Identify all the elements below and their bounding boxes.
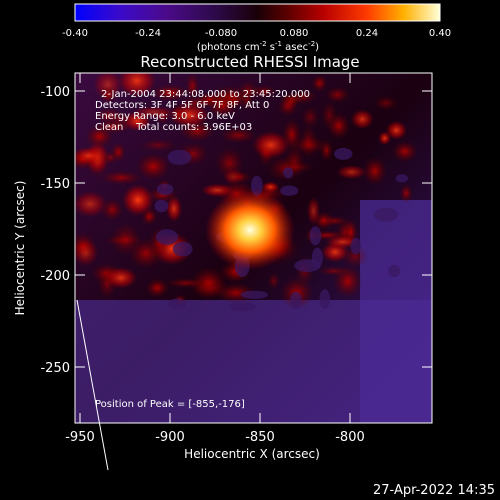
- x-tick-label: -800: [335, 430, 365, 445]
- unit-part: (photons cm: [197, 42, 260, 53]
- colorbar-tick-label: 0.080: [280, 28, 309, 39]
- unit-part: s: [267, 42, 275, 53]
- y-tick-label: -100: [40, 85, 70, 100]
- y-axis-label: Heliocentric Y (arcsec): [13, 181, 27, 316]
- x-axis-label: Heliocentric X (arcsec): [184, 447, 320, 461]
- info-energy-range: Energy Range: 3.0 - 6.0 keV: [95, 111, 235, 122]
- unit-part: asec: [282, 42, 308, 53]
- info-time-range: 2-Jan-2004 23:44:08.000 to 23:45:20.000: [101, 89, 310, 100]
- colorbar-tick-label: -0.24: [135, 28, 161, 39]
- colorbar-tick-label: 0.24: [356, 28, 378, 39]
- peak-position-label: Position of Peak = [-855,-176]: [95, 399, 245, 410]
- y-axis: [75, 90, 432, 368]
- y-tick-label: -150: [40, 177, 70, 192]
- info-clean-counts: Clean Total counts: 3.96E+03: [95, 122, 252, 133]
- colorbar: -0.40 -0.24 -0.080 0.080 0.24 0.40 (phot…: [62, 3, 451, 53]
- unit-exp: -2: [308, 40, 315, 48]
- unit-exp: -2: [260, 40, 267, 48]
- plot-frame: [74, 72, 433, 424]
- x-tick-label: -850: [245, 430, 275, 445]
- unit-part: ): [315, 42, 319, 53]
- timestamp: 27-Apr-2022 14:35: [373, 483, 495, 498]
- x-tick-label: -950: [65, 430, 95, 445]
- colorbar-tick-label: 0.40: [429, 28, 451, 39]
- unit-exp: -1: [275, 40, 282, 48]
- colorbar-tick-label: -0.080: [205, 28, 237, 39]
- heatmap-image: [75, 73, 432, 423]
- colorbar-tick-label: -0.40: [62, 28, 88, 39]
- colorbar-unit-label: (photons cm-2 s-1 asec-2): [197, 40, 319, 53]
- y-tick-label: -200: [40, 269, 70, 284]
- info-detectors: Detectors: 3F 4F 5F 6F 7F 8F, Att 0: [95, 100, 269, 111]
- x-tick-label: -900: [155, 430, 185, 445]
- x-axis: [79, 73, 351, 423]
- plot-title: Reconstructed RHESSI Image: [140, 53, 360, 71]
- y-tick-label: -250: [40, 361, 70, 376]
- colorbar-gradient: [74, 3, 441, 22]
- solar-limb-line: [76, 299, 109, 471]
